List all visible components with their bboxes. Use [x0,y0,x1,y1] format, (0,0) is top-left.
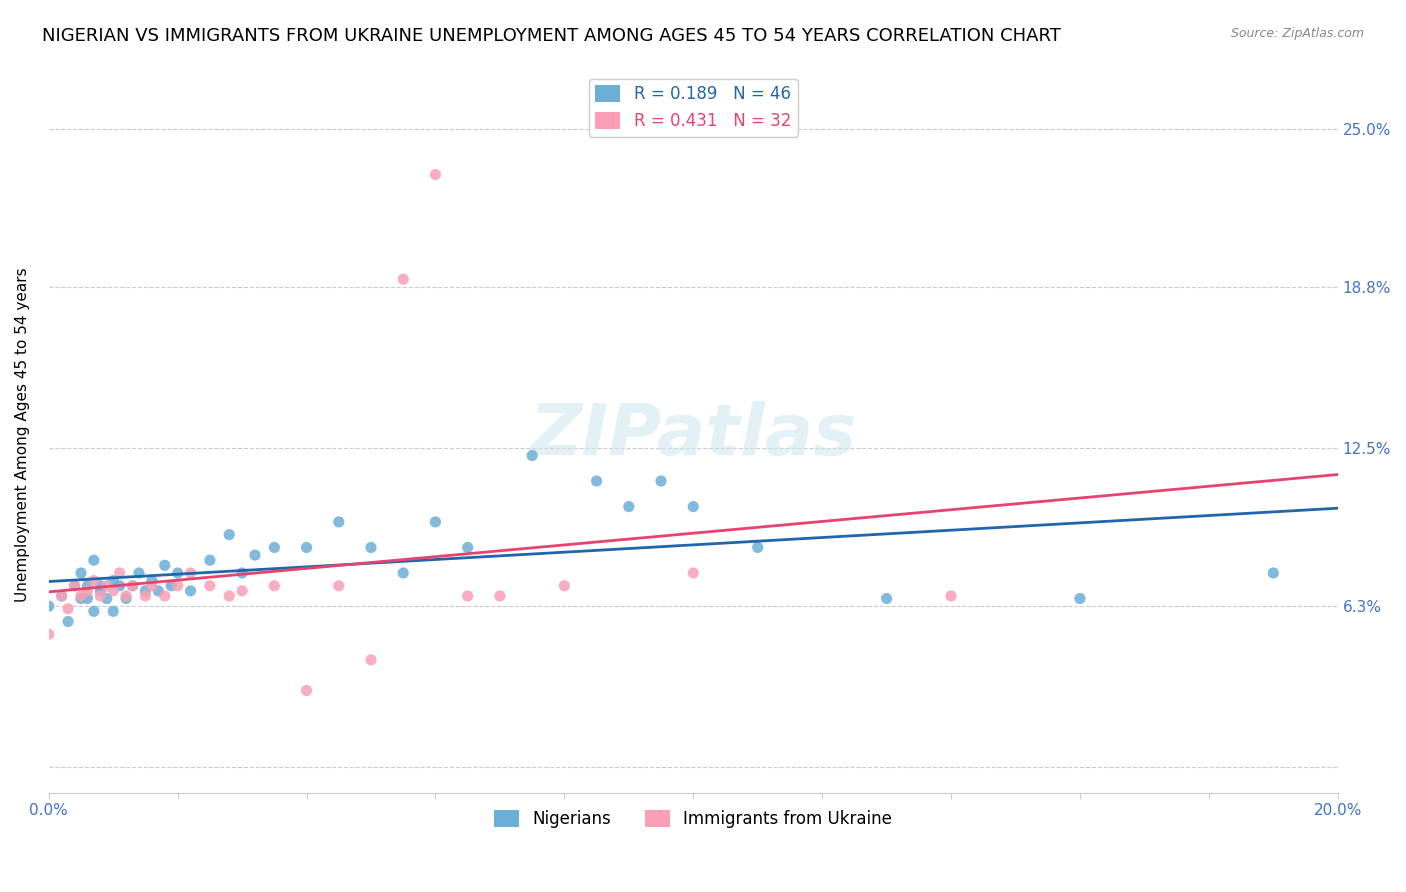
Point [295,541,318,555]
Point [585,474,607,488]
Point [263,579,285,593]
Point [141,579,163,593]
Point [231,583,253,598]
Point [83,574,105,588]
Point [51,589,73,603]
Point [70,566,93,580]
Point [425,515,447,529]
Point [520,449,543,463]
Point [166,566,188,580]
Point [83,604,105,618]
Point [89,583,111,598]
Point [243,548,266,562]
Point [70,591,93,606]
Point [218,589,240,603]
Point [63,579,86,593]
Point [392,566,415,580]
Point [328,579,350,593]
Point [128,566,150,580]
Text: ZIPatlas: ZIPatlas [530,401,856,469]
Point [153,558,176,573]
Point [56,601,79,615]
Point [231,566,253,580]
Point [747,541,769,555]
Point [876,591,898,606]
Point [939,589,962,603]
Point [70,589,93,603]
Point [121,579,143,593]
Point [148,583,170,598]
Legend: Nigerians, Immigrants from Ukraine: Nigerians, Immigrants from Ukraine [488,803,898,834]
Point [103,574,125,588]
Point [425,168,447,182]
Point [360,541,382,555]
Point [1069,591,1091,606]
Text: NIGERIAN VS IMMIGRANTS FROM UKRAINE UNEMPLOYMENT AMONG AGES 45 TO 54 YEARS CORRE: NIGERIAN VS IMMIGRANTS FROM UKRAINE UNEM… [42,27,1062,45]
Point [134,589,156,603]
Point [121,579,143,593]
Point [180,566,202,580]
Point [51,589,73,603]
Point [103,583,125,598]
Text: Source: ZipAtlas.com: Source: ZipAtlas.com [1230,27,1364,40]
Point [38,599,60,614]
Point [682,566,704,580]
Point [553,579,575,593]
Point [198,553,221,567]
Point [682,500,704,514]
Point [218,527,240,541]
Point [263,541,285,555]
Point [96,591,118,606]
Point [89,589,111,603]
Y-axis label: Unemployment Among Ages 45 to 54 years: Unemployment Among Ages 45 to 54 years [15,268,30,602]
Point [108,566,131,580]
Point [360,653,382,667]
Point [392,272,415,286]
Point [328,515,350,529]
Point [1263,566,1285,580]
Point [134,583,156,598]
Point [108,579,131,593]
Point [115,589,138,603]
Point [63,579,86,593]
Point [76,579,98,593]
Point [115,591,138,606]
Point [457,541,479,555]
Point [141,574,163,588]
Point [76,583,98,598]
Point [38,627,60,641]
Point [160,579,183,593]
Point [96,579,118,593]
Point [198,579,221,593]
Point [617,500,640,514]
Point [103,604,125,618]
Point [166,579,188,593]
Point [89,579,111,593]
Point [457,589,479,603]
Point [56,615,79,629]
Point [83,553,105,567]
Point [489,589,512,603]
Point [180,583,202,598]
Point [76,591,98,606]
Point [153,589,176,603]
Point [650,474,672,488]
Point [295,683,318,698]
